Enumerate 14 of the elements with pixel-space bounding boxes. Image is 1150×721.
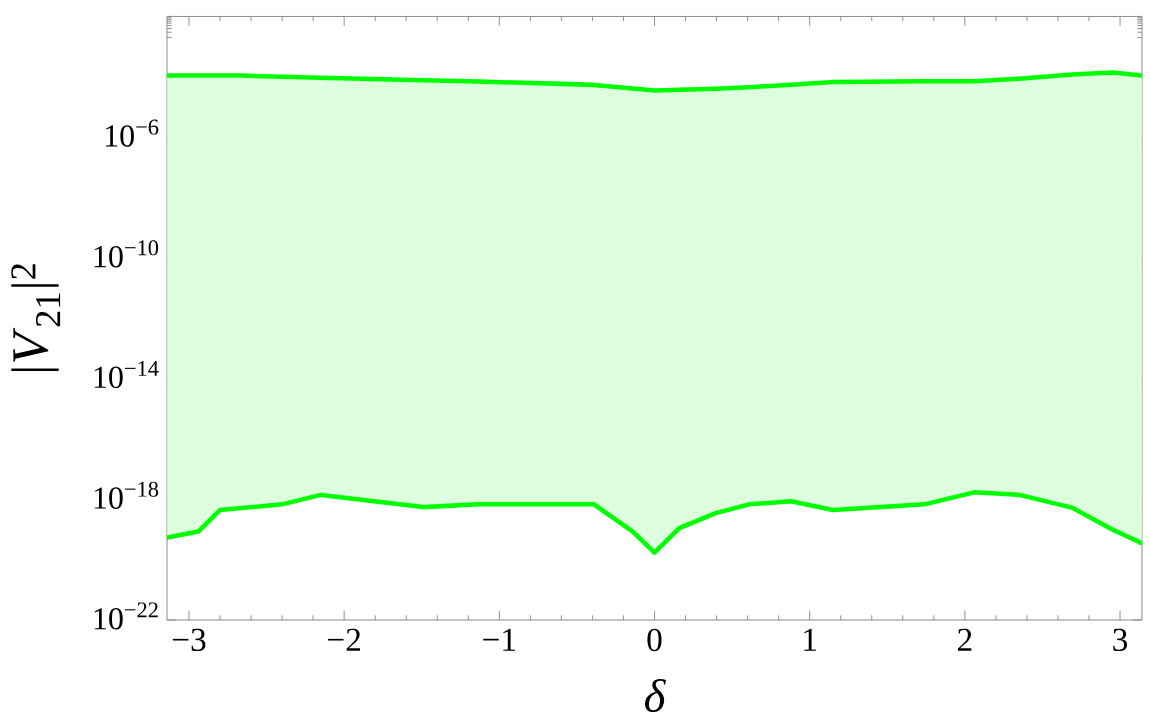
x-tick-label: −3 (172, 628, 206, 652)
x-tick-label: 3 (1113, 628, 1128, 652)
y-tick-label: 10$^{−10}$ (94, 240, 159, 268)
x-tick-label: −2 (328, 628, 361, 651)
x-tick-label: 0 (647, 628, 662, 652)
y-tick-label: 10$^{−18}$ (94, 481, 159, 509)
x-tick-label: 2 (957, 628, 972, 651)
x-tick-label: −1 (483, 628, 516, 651)
y-axis-title: |V$_{21}$|$^{2}$ (11, 264, 61, 372)
y-tick-label: 10$^{−14}$ (94, 361, 159, 389)
x-tick-label: 1 (804, 628, 816, 651)
x-axis-title: δ (645, 679, 666, 713)
y-tick-label: 10$^{−22}$ (94, 602, 158, 630)
y-tick-label: 10$^{−6}$ (105, 119, 159, 147)
